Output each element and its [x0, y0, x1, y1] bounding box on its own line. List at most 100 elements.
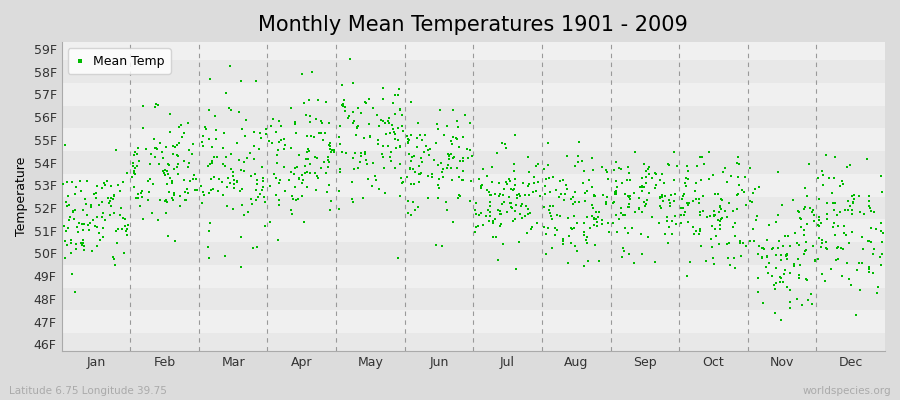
Mean Temp: [186, 176, 201, 182]
Mean Temp: [446, 107, 460, 113]
Mean Temp: [403, 132, 418, 138]
Mean Temp: [520, 206, 535, 212]
Mean Temp: [709, 233, 724, 240]
Mean Temp: [394, 175, 409, 182]
Mean Temp: [526, 180, 541, 186]
Mean Temp: [386, 100, 400, 106]
Mean Temp: [731, 190, 745, 197]
Mean Temp: [716, 169, 731, 175]
Mean Temp: [235, 202, 249, 208]
Mean Temp: [837, 230, 851, 236]
Mean Temp: [491, 256, 505, 263]
Mean Temp: [576, 180, 590, 186]
Mean Temp: [508, 176, 522, 182]
Mean Temp: [585, 184, 599, 190]
Mean Temp: [400, 132, 414, 139]
Mean Temp: [469, 200, 483, 206]
Mean Temp: [818, 278, 832, 284]
Mean Temp: [179, 186, 194, 192]
Mean Temp: [341, 115, 356, 122]
Mean Temp: [360, 161, 374, 167]
Mean Temp: [502, 178, 517, 184]
Mean Temp: [388, 131, 402, 137]
Mean Temp: [812, 222, 826, 229]
Mean Temp: [220, 184, 234, 190]
Mean Temp: [183, 178, 197, 184]
Mean Temp: [289, 130, 303, 137]
Mean Temp: [319, 170, 333, 176]
Mean Temp: [550, 227, 564, 234]
Mean Temp: [234, 126, 248, 132]
Mean Temp: [638, 180, 652, 186]
Mean Temp: [507, 161, 521, 167]
Mean Temp: [412, 162, 427, 169]
Mean Temp: [95, 184, 110, 191]
Mean Temp: [607, 167, 621, 173]
Mean Temp: [331, 134, 346, 140]
Mean Temp: [79, 211, 94, 218]
Mean Temp: [538, 231, 553, 237]
Mean Temp: [104, 183, 118, 189]
Mean Temp: [482, 218, 496, 224]
Mean Temp: [392, 92, 406, 98]
Mean Temp: [346, 109, 360, 115]
Mean Temp: [251, 194, 266, 200]
Mean Temp: [847, 196, 861, 203]
Mean Temp: [500, 178, 514, 185]
Mean Temp: [452, 192, 466, 199]
Mean Temp: [499, 145, 513, 151]
Mean Temp: [256, 193, 271, 200]
Mean Temp: [404, 181, 419, 187]
Mean Temp: [612, 216, 626, 222]
Mean Temp: [239, 155, 254, 162]
Mean Temp: [608, 188, 623, 195]
Mean Temp: [495, 140, 509, 146]
Mean Temp: [792, 242, 806, 248]
Legend: Mean Temp: Mean Temp: [68, 48, 170, 74]
Mean Temp: [830, 212, 844, 218]
Mean Temp: [362, 96, 376, 102]
Mean Temp: [666, 149, 680, 155]
Mean Temp: [438, 199, 453, 206]
Mean Temp: [840, 164, 854, 170]
Mean Temp: [658, 192, 672, 199]
Mean Temp: [65, 179, 79, 185]
Mean Temp: [768, 310, 782, 316]
Mean Temp: [769, 264, 783, 271]
Mean Temp: [689, 228, 704, 234]
Mean Temp: [679, 183, 693, 189]
Mean Temp: [379, 131, 393, 137]
Mean Temp: [559, 182, 573, 188]
Mean Temp: [818, 151, 832, 158]
Mean Temp: [505, 204, 519, 211]
Mean Temp: [471, 223, 485, 230]
Mean Temp: [468, 228, 482, 235]
Mean Temp: [805, 300, 819, 307]
Mean Temp: [584, 202, 598, 208]
Mean Temp: [484, 179, 499, 185]
Mean Temp: [778, 233, 792, 239]
Mean Temp: [617, 212, 632, 218]
Mean Temp: [162, 129, 176, 136]
Mean Temp: [622, 204, 636, 210]
Mean Temp: [812, 216, 826, 223]
Mean Temp: [69, 224, 84, 230]
Mean Temp: [723, 262, 737, 268]
Mean Temp: [425, 171, 439, 177]
Mean Temp: [302, 170, 317, 176]
Mean Temp: [111, 226, 125, 232]
Mean Temp: [541, 162, 555, 169]
Bar: [61, 310, 885, 333]
Mean Temp: [723, 240, 737, 246]
Mean Temp: [302, 97, 316, 103]
Mean Temp: [338, 104, 352, 110]
Mean Temp: [456, 134, 471, 140]
Mean Temp: [317, 158, 331, 165]
Mean Temp: [59, 179, 74, 185]
Mean Temp: [812, 235, 826, 242]
Mean Temp: [358, 149, 373, 155]
Mean Temp: [674, 220, 688, 226]
Mean Temp: [158, 209, 173, 216]
Mean Temp: [415, 158, 429, 165]
Mean Temp: [590, 223, 604, 229]
